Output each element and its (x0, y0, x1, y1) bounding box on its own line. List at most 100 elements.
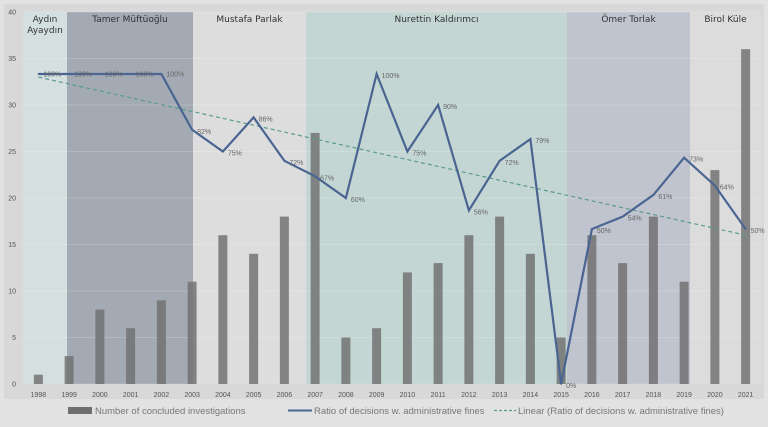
bar-2012 (464, 235, 474, 384)
ratio-data-label: 86% (259, 116, 273, 123)
bar-2010 (402, 272, 412, 384)
period-label: Ömer Torlak (601, 14, 656, 25)
ratio-point-2004 (222, 150, 224, 153)
bar-2021 (741, 49, 751, 384)
ratio-point-2010 (406, 150, 409, 153)
ratio-point-2001 (129, 73, 132, 75)
bar-2014 (525, 253, 535, 384)
bar-2002 (156, 300, 166, 384)
ratio-point-2011 (437, 104, 439, 106)
x-tick-label: 2017 (615, 392, 631, 399)
bar-2017 (618, 263, 628, 384)
ratio-data-label: 73% (689, 157, 703, 164)
x-tick-label: 2016 (584, 392, 600, 399)
ratio-data-label: 100% (105, 72, 123, 79)
ratio-data-label: 100% (74, 72, 92, 79)
x-tick-label: 2012 (461, 392, 477, 399)
ratio-point-2006 (283, 160, 286, 162)
bar-2004 (218, 235, 228, 384)
y-tick-label: 5 (12, 335, 16, 342)
bar-1999 (64, 356, 74, 384)
y-tick-label: 25 (8, 149, 16, 156)
bar-2011 (433, 263, 443, 384)
bar-2018 (648, 216, 658, 384)
bar-1998 (33, 374, 43, 384)
ratio-data-label: 67% (320, 175, 334, 182)
y-tick-label: 0 (12, 382, 16, 389)
x-tick-label: 2021 (738, 392, 754, 399)
x-tick-label: 2013 (492, 392, 508, 399)
x-tick-label: 1998 (31, 392, 47, 399)
ratio-point-2014 (529, 138, 532, 140)
x-tick-label: 2001 (123, 392, 139, 399)
x-tick-label: 2011 (431, 392, 446, 399)
bar-2001 (126, 328, 136, 384)
x-tick-label: 2008 (338, 392, 354, 399)
y-tick-label: 15 (8, 242, 16, 249)
ratio-data-label: 56% (474, 209, 488, 216)
x-tick-label: 2015 (553, 392, 569, 399)
x-tick-label: 2020 (707, 392, 723, 399)
y-tick-label: 40 (8, 10, 16, 17)
ratio-point-1998 (37, 73, 40, 75)
ratio-point-2008 (345, 197, 347, 199)
x-tick-label: 2019 (676, 392, 692, 399)
ratio-data-label: 61% (658, 194, 672, 201)
ratio-data-label: 79% (535, 138, 549, 145)
y-tick-label: 35 (8, 56, 16, 63)
ratio-point-2013 (498, 160, 501, 162)
bar-2000 (95, 309, 105, 384)
bar-2003 (187, 281, 197, 384)
x-tick-label: 1999 (61, 392, 77, 399)
period-label: Aydın (33, 15, 58, 25)
ratio-point-2002 (160, 73, 163, 75)
ratio-data-label: 72% (505, 160, 519, 167)
trendline (38, 76, 746, 236)
legend-swatch-bars (68, 407, 92, 414)
ratio-point-2021 (744, 228, 747, 230)
ratio-line (38, 70, 747, 385)
ratio-data-label: 50% (597, 228, 611, 235)
legend-label-trend: Linear (Ratio of decisions w. administra… (518, 406, 724, 417)
ratio-point-2005 (252, 116, 255, 119)
x-tick-label: 2003 (184, 392, 200, 399)
bar-2016 (587, 235, 597, 384)
x-tick-label: 2002 (154, 392, 170, 399)
legend-label-bars: Number of concluded investigations (95, 406, 246, 417)
ratio-point-2016 (591, 228, 593, 230)
x-tick-label: 2004 (215, 392, 231, 399)
ratio-point-2000 (99, 73, 101, 75)
period-label: Mustafa Parlak (216, 15, 283, 25)
legend-label-line: Ratio of decisions w. administrative fin… (314, 406, 485, 417)
period-label: Birol Küle (704, 15, 747, 25)
legend: Number of concluded investigations Ratio… (68, 406, 724, 417)
period-label: Ayaydın (27, 26, 63, 36)
x-tick-label: 2006 (277, 392, 293, 399)
ratio-data-label: 82% (197, 129, 211, 136)
ratio-data-label: 60% (351, 197, 365, 204)
ratio-point-2003 (191, 129, 193, 131)
ratio-point-2020 (714, 184, 716, 187)
x-tick-label: 2010 (400, 392, 416, 399)
y-tick-label: 20 (8, 196, 16, 203)
x-tick-label: 2007 (307, 392, 323, 399)
bar-2020 (710, 170, 720, 384)
x-tick-label: 2005 (246, 392, 262, 399)
ratio-data-label: 100% (43, 72, 61, 79)
ratio-point-2018 (652, 194, 655, 196)
y-tick-label: 30 (8, 103, 16, 110)
bar-2015 (556, 337, 566, 384)
bar-2019 (679, 281, 689, 384)
y-tick-label: 10 (8, 289, 16, 296)
ratio-data-label: 90% (443, 104, 457, 111)
ratio-point-2007 (314, 175, 316, 178)
period-label: Nurettin Kaldırımcı (395, 15, 479, 25)
x-tick-label: 2014 (523, 392, 539, 399)
bar-2006 (279, 216, 289, 384)
x-tick-label: 2018 (646, 392, 662, 399)
ratio-data-label: 0% (566, 383, 576, 390)
ratio-point-2019 (683, 156, 685, 159)
ratio-point-2012 (468, 209, 470, 212)
ratio-data-label: 72% (289, 160, 303, 167)
ratio-point-1999 (68, 73, 70, 75)
